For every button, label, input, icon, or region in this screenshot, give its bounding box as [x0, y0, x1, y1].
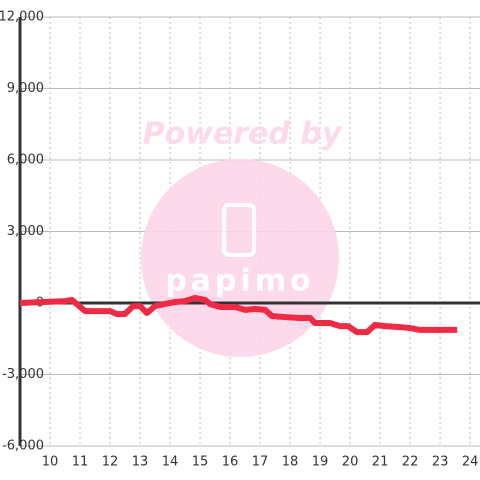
x-tick-label: 22: [402, 455, 419, 470]
x-tick-label: 17: [252, 455, 269, 470]
x-tick-label: 10: [42, 455, 59, 470]
x-tick-label: 15: [192, 455, 209, 470]
watermark: Powered by papimo: [141, 117, 343, 357]
x-tick-label: 18: [282, 455, 299, 470]
watermark-circle: [141, 159, 339, 357]
x-tick-label: 13: [132, 455, 149, 470]
watermark-text: Powered by: [143, 117, 343, 152]
x-tick-label: 11: [72, 455, 89, 470]
x-tick-label: 21: [372, 455, 389, 470]
y-tick-label: 12,000: [0, 10, 44, 25]
x-tick-label: 16: [222, 455, 239, 470]
x-tick-label: 23: [432, 455, 449, 470]
x-tick-label: 14: [162, 455, 179, 470]
watermark-icon: [222, 203, 256, 257]
x-tick-label: 19: [312, 455, 329, 470]
y-tick-label: 3,000: [7, 224, 44, 239]
x-tick-label: 12: [102, 455, 119, 470]
y-tick-label: -6,000: [2, 439, 44, 454]
y-tick-label: 6,000: [7, 153, 44, 168]
x-tick-label: 20: [342, 455, 359, 470]
watermark-logo: papimo: [165, 264, 314, 299]
x-tick-label: 24: [462, 455, 479, 470]
y-tick-label: 9,000: [7, 81, 44, 96]
line: [19, 294, 458, 336]
grid: [20, 16, 480, 447]
y-tick-label: -3,000: [2, 367, 44, 382]
